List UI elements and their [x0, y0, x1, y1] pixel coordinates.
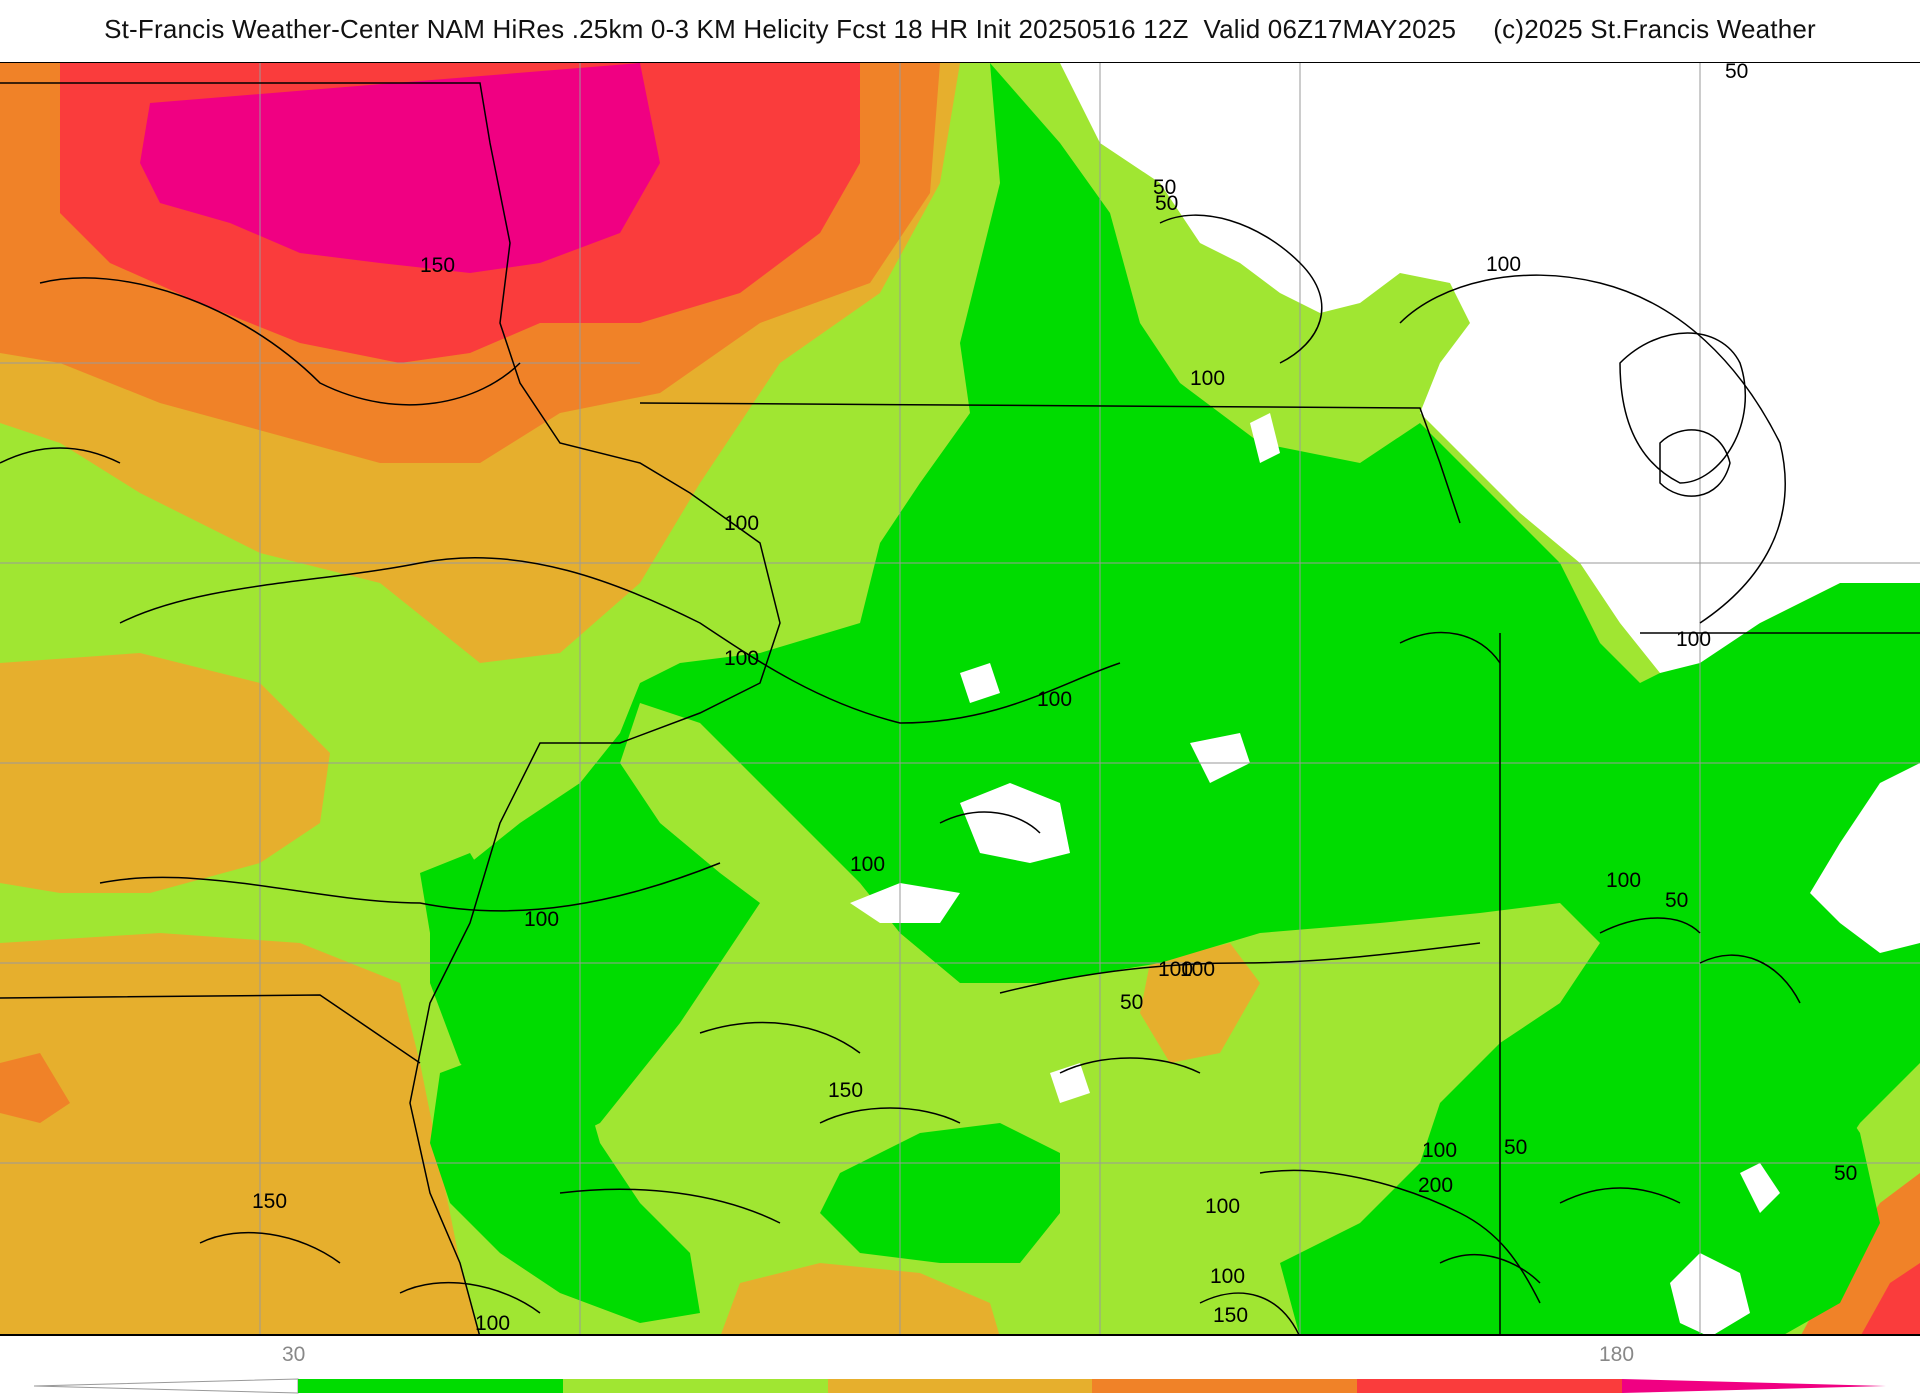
band-yellow-sw: [0, 653, 330, 893]
county-borders: [0, 63, 1920, 1334]
map-title: St-Francis Weather-Center NAM HiRes .25k…: [104, 14, 1816, 44]
colorbar-segment: [1357, 1379, 1622, 1393]
band-yellow-mid: [1140, 943, 1260, 1063]
contour-label: 150: [1213, 1304, 1248, 1327]
contour-labels: 50 50 50 50 50 50 50 100 100 100 100 100…: [252, 63, 1857, 1335]
contour-label: 100: [1210, 1265, 1245, 1288]
contour-label: 150: [420, 254, 455, 277]
band-white-e: [1810, 763, 1920, 953]
contour-label: 50: [1725, 63, 1748, 83]
band-green-spot: [420, 853, 500, 943]
band-yellow-s: [0, 933, 480, 1334]
contour-label: 50: [1834, 1162, 1857, 1185]
contour-label: 100: [524, 908, 559, 931]
colorbar-arrow-low: [33, 1378, 299, 1394]
contour-label: 100: [1190, 367, 1225, 390]
band-red-se: [1861, 1263, 1920, 1334]
contour-label: 50: [1504, 1136, 1527, 1159]
band-green-main: [430, 63, 1920, 1334]
contour-label: 100: [724, 512, 759, 535]
contour-label: 100: [1037, 688, 1072, 711]
contour-label: 100: [475, 1312, 510, 1335]
contour-label: 100: [1606, 869, 1641, 892]
colorbar-segment: [298, 1379, 563, 1393]
contour-label: 50: [1153, 176, 1176, 199]
helicity-field: 50 50 50 50 50 50 50 100 100 100 100 100…: [0, 63, 1920, 1335]
contour-label: 150: [828, 1079, 863, 1102]
colorbar-segment: [563, 1379, 828, 1393]
band-white-c1: [960, 783, 1070, 863]
colorbar-tick-label: 30: [282, 1343, 306, 1366]
band-magenta: [140, 63, 660, 273]
contour-label: 200: [1418, 1174, 1453, 1197]
band-white-c2: [850, 883, 960, 923]
contour-label: 100: [1205, 1195, 1240, 1218]
band-white-se1: [1670, 1253, 1750, 1334]
band-white-ne: [1060, 63, 1920, 673]
colorbar-arrow-high: [1622, 1379, 1886, 1393]
band-white-c5: [960, 663, 1000, 703]
band-orange-w: [0, 1053, 70, 1123]
colorbar: [33, 1378, 1886, 1394]
helicity-contours: [0, 214, 1801, 1334]
band-green-sw: [430, 1043, 700, 1323]
band-white-c3: [1190, 733, 1250, 783]
contour-label: 100: [850, 853, 885, 876]
colorbar-segment: [1092, 1379, 1357, 1393]
contour-label: 50: [1120, 991, 1143, 1014]
contour-label: 150: [252, 1190, 287, 1213]
contour-label: 50: [1155, 192, 1178, 215]
band-yellow-bottom: [721, 1263, 1000, 1334]
colorbar-tick-label: 180: [1599, 1343, 1635, 1366]
helicity-map: 50 50 50 50 50 50 50 100 100 100 100 100…: [0, 62, 1920, 1336]
state-borders: [0, 82, 1920, 1334]
contour-label: 100: [1180, 958, 1215, 981]
colorbar-segment: [828, 1379, 1092, 1393]
band-white-c4: [1250, 413, 1280, 463]
contour-label: 100: [1158, 958, 1193, 981]
band-white-se2: [1740, 1163, 1780, 1213]
contour-label: 100: [1486, 253, 1521, 276]
contour-label: 100: [1676, 628, 1711, 651]
contour-label: 100: [1422, 1139, 1457, 1162]
contour-label: 100: [724, 647, 759, 670]
contour-label: 50: [1665, 889, 1688, 912]
band-green-south: [820, 1123, 1060, 1263]
